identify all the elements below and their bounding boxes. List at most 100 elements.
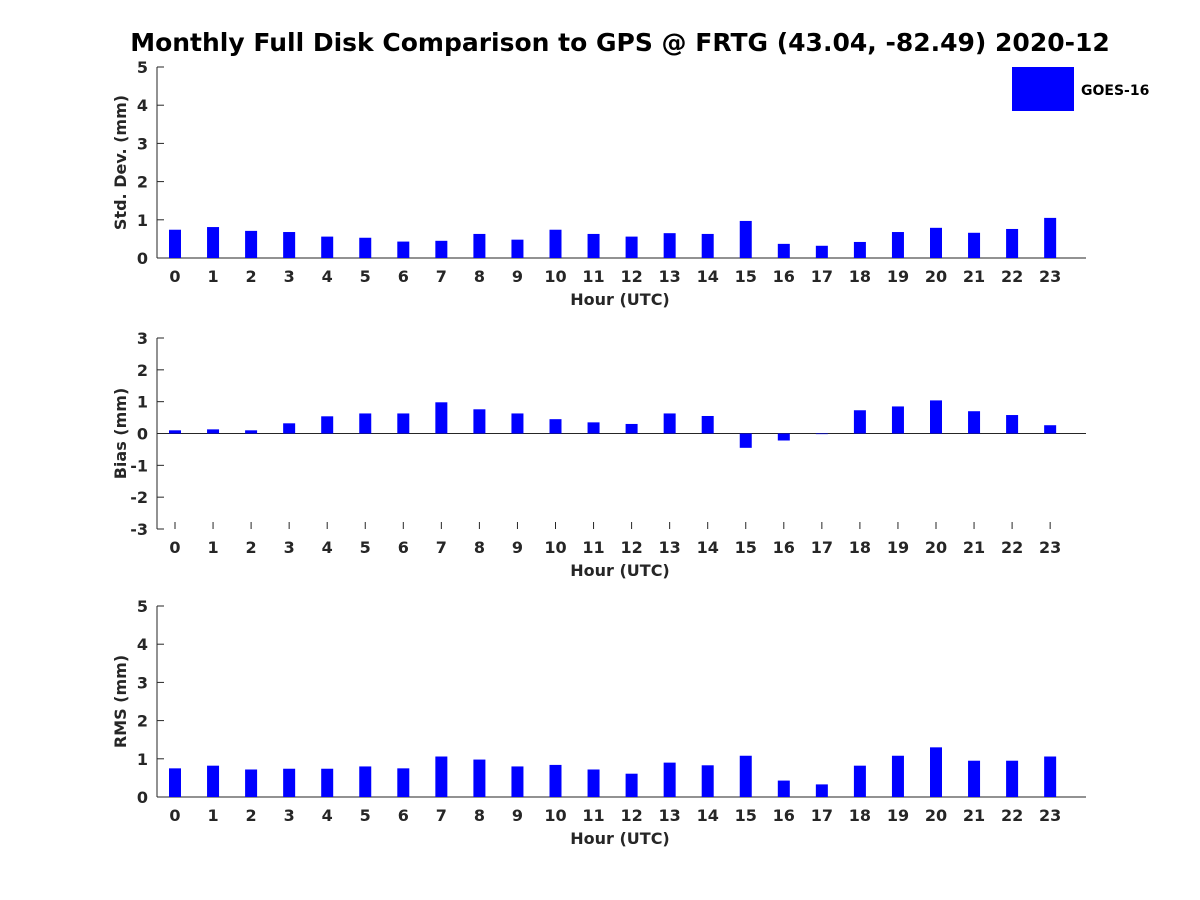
x-tick-label: 22 [1001,538,1023,557]
x-tick-label: 18 [849,267,871,286]
y-tick-label: 1 [137,393,148,412]
x-axis-label: Hour (UTC) [570,561,670,580]
x-tick-label: 17 [811,267,833,286]
x-tick-label: 17 [811,538,833,557]
y-tick-label: 3 [137,134,148,153]
x-tick-label: 15 [735,538,757,557]
y-tick-label: 5 [137,58,148,77]
bar [815,245,828,258]
bar [701,415,714,434]
x-tick-label: 18 [849,538,871,557]
x-tick-label: 10 [544,267,566,286]
x-tick-label: 0 [169,806,180,825]
y-tick-label: 3 [137,673,148,692]
x-tick-label: 7 [436,267,447,286]
x-tick-label: 2 [246,538,257,557]
y-tick-label: -3 [130,520,148,539]
x-tick-label: 14 [697,538,719,557]
x-tick-label: 19 [887,538,909,557]
x-tick-label: 14 [697,267,719,286]
bar [207,765,220,797]
y-tick-label: 4 [137,96,148,115]
bar [891,406,904,434]
bar [853,410,866,434]
bar [739,220,752,258]
x-tick-label: 1 [207,538,218,557]
x-tick-label: 4 [322,267,333,286]
bar [815,784,828,797]
bar [625,423,638,434]
bar [587,769,600,797]
bar [397,241,410,258]
x-tick-label: 5 [360,806,371,825]
x-tick-label: 13 [659,806,681,825]
x-tick-label: 14 [697,806,719,825]
x-tick-label: 16 [773,267,795,286]
x-tick-label: 16 [773,538,795,557]
x-axis-label: Hour (UTC) [570,290,670,309]
x-tick-label: 21 [963,538,985,557]
bar [473,759,486,797]
bar [245,769,258,797]
x-tick-label: 7 [436,538,447,557]
x-tick-label: 23 [1039,806,1061,825]
x-tick-label: 15 [735,806,757,825]
bar [435,402,448,434]
y-tick-label: 1 [137,211,148,230]
x-tick-label: 9 [512,267,523,286]
bar [511,239,524,258]
legend-label: GOES-16 [1081,83,1149,99]
bar [891,232,904,258]
bar [663,233,676,258]
x-tick-label: 22 [1001,806,1023,825]
x-tick-label: 6 [398,267,409,286]
bar [549,229,562,258]
x-tick-label: 23 [1039,538,1061,557]
bar [625,773,638,797]
x-tick-label: 8 [474,538,485,557]
bar [815,433,828,435]
y-axis-label: Bias (mm) [111,388,130,480]
x-tick-label: 22 [1001,267,1023,286]
bar [853,241,866,258]
figure-title: Monthly Full Disk Comparison to GPS @ FR… [130,28,1110,57]
bar [435,240,448,258]
bar [663,762,676,797]
bar [207,429,220,434]
x-tick-label: 20 [925,806,947,825]
bar [359,237,372,258]
x-tick-label: 7 [436,806,447,825]
bar [1006,760,1019,797]
x-tick-label: 4 [322,806,333,825]
bar [1044,217,1057,258]
x-tick-label: 3 [284,538,295,557]
x-tick-label: 17 [811,806,833,825]
bar [359,413,372,434]
y-tick-label: 0 [137,788,148,807]
bar [169,430,181,434]
x-tick-label: 6 [398,538,409,557]
bar [549,419,562,434]
x-tick-label: 2 [246,267,257,286]
x-tick-label: 8 [474,267,485,286]
y-axis-label: Std. Dev. (mm) [111,95,130,230]
x-tick-label: 23 [1039,267,1061,286]
bar [511,766,524,797]
x-tick-label: 1 [207,806,218,825]
x-tick-label: 16 [773,806,795,825]
bar [283,768,296,797]
x-tick-label: 5 [360,267,371,286]
y-tick-label: -2 [130,488,148,507]
x-tick-label: 12 [620,267,642,286]
bar [321,768,334,797]
bar [1006,228,1019,258]
legend-swatch [1012,67,1074,111]
x-tick-label: 1 [207,267,218,286]
y-tick-label: 2 [137,361,148,380]
bar [587,422,600,434]
x-tick-label: 20 [925,538,947,557]
bar [930,400,942,434]
bar [511,413,524,434]
bar [473,409,486,434]
